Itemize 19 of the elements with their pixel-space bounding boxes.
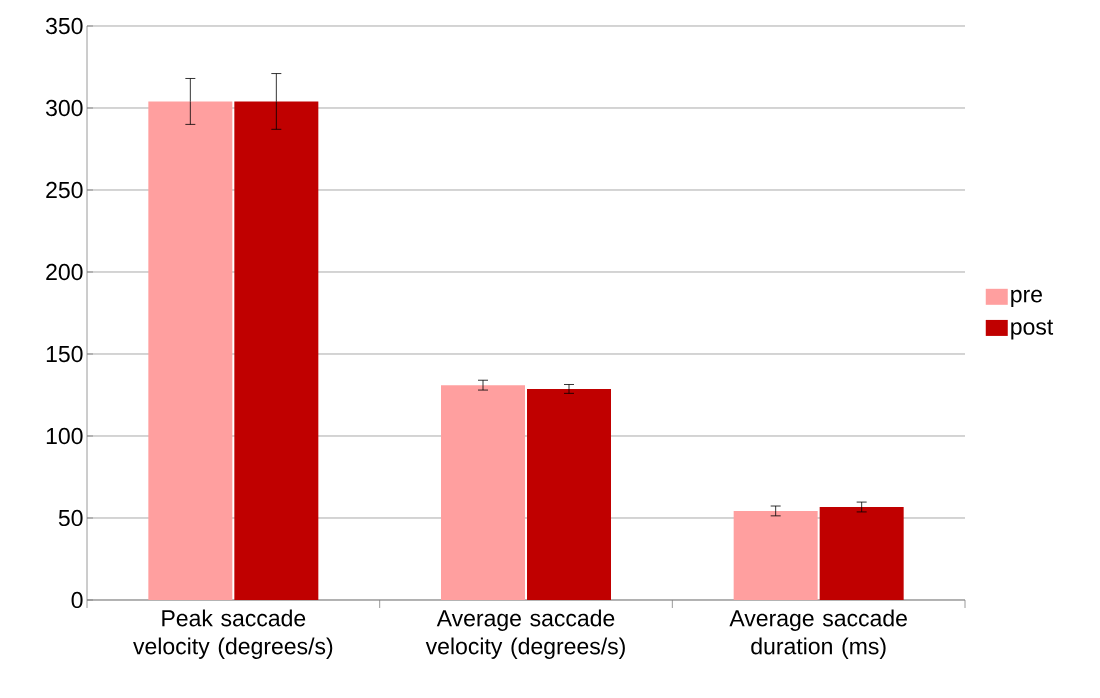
x-tick-label: Peak saccade velocity (degrees/s) [133,609,333,659]
y-tick-label: 50 [58,509,83,527]
bar [733,510,818,600]
y-tick-label: 0 [71,591,83,609]
y-tick-label: 100 [46,427,83,445]
y-tick-label: 150 [46,345,83,363]
bar [441,385,526,600]
legend-label: pre [1011,289,1042,308]
bar [527,388,611,600]
x-tick-label: Average saccade velocity (degrees/s) [425,609,625,659]
x-tick-label: Average saccade duration (ms) [729,609,907,659]
legend-label: post [1011,319,1054,340]
y-tick-label: 200 [46,263,83,281]
y-tick-label: 300 [45,99,83,117]
y-tick-label: 350 [45,17,83,35]
y-tick-label: 250 [46,181,83,199]
bar [148,101,233,600]
bar [234,101,319,600]
bar [819,507,904,600]
